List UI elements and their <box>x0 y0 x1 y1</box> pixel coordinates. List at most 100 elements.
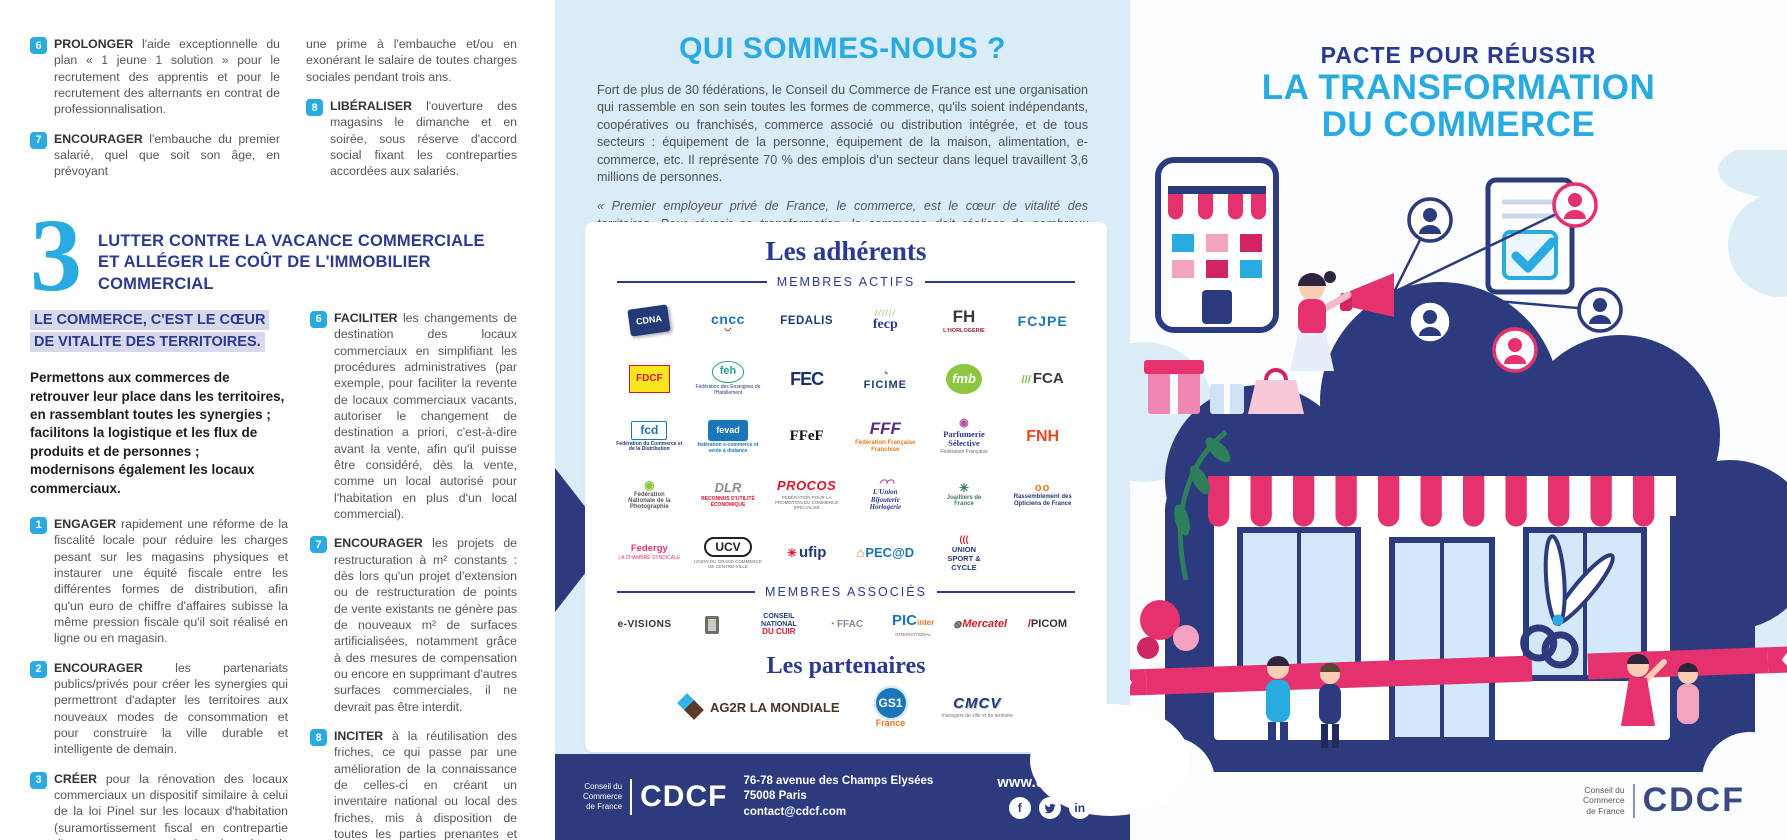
panel-middle: QUI SOMMES-NOUS ? Fort de plus de 30 féd… <box>555 0 1190 840</box>
list-item-6b: 6 FACILITER les changements de destinatio… <box>310 310 517 522</box>
photo-logo-mark <box>704 616 719 634</box>
cdcf-logo-footer: Conseil du Commerce de France CDCF <box>583 779 727 815</box>
address-line2: 75008 Paris <box>743 790 807 803</box>
cover-title: PACTE POUR RÉUSSIR LA TRANSFORMATION DU … <box>1130 42 1787 143</box>
associate-logo-pic-inter: PICinter INTERNATIONAL <box>880 605 947 645</box>
cdcf-wordmark: CDCF <box>640 780 728 813</box>
panel-right: PACTE POUR RÉUSSIR LA TRANSFORMATION DU … <box>1130 0 1787 840</box>
member-logo-union-sport-cycle: UNION SPORT & CYCLE <box>926 527 1003 579</box>
people <box>1266 654 1699 748</box>
label: PEC@D <box>856 546 914 560</box>
member-logo-dlr: DLR RECONNUS D'UTILITÉ ÉCONOMIQUE <box>690 469 767 521</box>
avatar-network <box>1392 182 1623 373</box>
label: FEDALIS <box>780 314 833 327</box>
label-row: PICinter <box>892 612 934 630</box>
member-logo-procos: PROCOS FÉDÉRATION POUR LA PROMOTION DU CO… <box>768 469 845 521</box>
cover-title-line3: DU COMMERCE <box>1321 105 1596 145</box>
item-body: l'aide exceptionnelle du plan « 1 jeune … <box>54 37 280 117</box>
facebook-icon[interactable]: f <box>1008 797 1031 819</box>
awning <box>1200 454 1684 527</box>
partner-logo-gs1: GS1 France <box>873 686 908 728</box>
label: FEC <box>790 368 824 389</box>
twitter-icon[interactable] <box>1038 797 1061 819</box>
associate-logo-mercatel: Mercatel <box>947 605 1014 645</box>
sub-label: managers de ville et de territoire <box>941 713 1013 719</box>
item-text: CRÉER pour la rénovation des locaux comme… <box>54 771 288 840</box>
web-block: www.cdcf.com f in <box>997 775 1102 819</box>
member-logo-fmb: fmb <box>926 353 1003 405</box>
member-logo-fec: FEC <box>768 353 845 405</box>
member-logo-ucv: UCV UNION DU GRAND COMMERCE DE CENTRE-VIL… <box>690 527 767 579</box>
item-text: FACILITER les changements de destination … <box>334 310 517 521</box>
label: FCA <box>1022 371 1064 387</box>
members-card: Les adhérents MEMBRES ACTIFS CDNA cncc F… <box>585 222 1107 752</box>
website-link[interactable]: www.cdcf.com <box>997 775 1102 791</box>
avatar <box>1552 182 1598 228</box>
org-name: Conseil du Commerce de France <box>583 782 623 811</box>
label: UCV <box>704 536 752 558</box>
sub-label: Fédération Française Franchise <box>855 440 916 453</box>
label: Parfumerie Sélective <box>934 418 994 447</box>
sub-label: Fédération Française <box>940 448 988 455</box>
list-item-6: 6 PROLONGER l'aide exceptionnelle du plan… <box>30 36 280 118</box>
label: ufip <box>787 545 827 561</box>
who-are-we-paragraph: Fort de plus de 30 fédérations, le Conse… <box>597 83 1088 184</box>
list-item-2: 2 ENCOURAGER les partenariats publics/pri… <box>30 660 288 758</box>
item-number-badge: 3 <box>30 771 47 789</box>
member-logo-feh: feh Fédération des Enseignes de l'Habille… <box>690 353 767 405</box>
list-item-8: 8 LIBÉRALISER l'ouverture des magasins le… <box>306 98 517 180</box>
label: L'Union Bijouterie Horlogerie <box>858 479 912 512</box>
plant <box>1137 430 1231 659</box>
section-intro: Permettons aux commerces de retrouver le… <box>30 370 285 496</box>
label: FDCF <box>628 364 670 394</box>
linkedin-icon[interactable]: in <box>1068 797 1091 819</box>
label: PROCOS <box>776 478 837 494</box>
list-item-3: 3 CRÉER pour la rénovation des locaux com… <box>30 771 288 840</box>
section-3-body: LE COMMERCE, C'EST LE CŒUR DE VITALITE D… <box>30 309 517 840</box>
member-logo-ffef: FFeF <box>768 411 845 463</box>
top-section: 6 PROLONGER l'aide exceptionnelle du plan… <box>30 36 517 193</box>
item-text: LIBÉRALISER l'ouverture des magasins le d… <box>330 98 517 180</box>
section-3-header: 3 LUTTER CONTRE LA VACANCE COMMERCIALE E… <box>30 197 517 313</box>
document-check-icon <box>1485 177 1575 295</box>
avatar <box>1407 197 1453 243</box>
highlight-heading: LE COMMERCE, C'EST LE CŒUR DE VITALITE D… <box>30 309 270 352</box>
member-logo-joailliers: Joailliers de France <box>926 469 1003 521</box>
list-item-1: 1 ENGAGER rapidement une réforme de la fi… <box>30 516 288 647</box>
item-text: ENCOURAGER l'embauche du premier salarié,… <box>54 131 280 180</box>
announcer-woman <box>1290 271 1394 371</box>
label: FH <box>952 306 976 326</box>
label-2: inter <box>916 618 935 628</box>
item-keyword: ENCOURAGER <box>54 131 143 146</box>
section-number: 3 <box>30 197 82 313</box>
member-logo-fedalis: FEDALIS <box>768 295 845 347</box>
partner-logo-ag2r: AG2R LA MONDIALE <box>677 693 840 720</box>
address-block: 76-78 avenue des Champs Elysées 75008 Pa… <box>743 774 933 821</box>
section-title-line2: ET ALLÉGER LE COÛT DE L'IMMOBILIER COMME… <box>98 253 431 293</box>
label: FFAC <box>829 619 863 631</box>
contact-email[interactable]: contact@cdcf.com <box>743 805 847 818</box>
active-members-label: MEMBRES ACTIFS <box>776 275 916 289</box>
associate-logo-photo <box>678 605 745 645</box>
associate-logo-evisions: e-VISIONS <box>611 605 678 645</box>
social-icons: f in <box>997 797 1102 819</box>
label: AG2R LA MONDIALE <box>710 699 840 715</box>
item-number-badge: 2 <box>30 660 47 678</box>
label: fecp <box>873 309 898 333</box>
member-logo-fed-photographie: Fédération Nationale de la Photographie <box>611 469 688 521</box>
list-item-7: 7 ENCOURAGER l'embauche du premier salari… <box>30 131 280 180</box>
panel-left: 6 PROLONGER l'aide exceptionnelle du plan… <box>0 0 555 840</box>
list-item-8b: 8 INCITER à la réutilisation des friches,… <box>310 728 517 840</box>
partner-logo-cmcv: CMCV managers de ville et de territoire <box>942 695 1013 719</box>
label: FNH <box>1026 427 1060 445</box>
member-logo-fnh: FNH <box>1004 411 1081 463</box>
sub-label: LA CHAMBRE SYNDICALE <box>618 555 681 562</box>
member-logo-fevad: fevad fédération e-commerce et vente à di… <box>690 411 767 463</box>
person <box>1266 656 1290 748</box>
associate-logo-conseil-cuir: CONSEIL NATIONAL DU CUIR <box>745 605 812 645</box>
label: FCJPE <box>1017 312 1068 329</box>
divider-line <box>925 281 1075 283</box>
top-column-2: une prime à l'embauche et/ou en exonéran… <box>306 36 517 193</box>
